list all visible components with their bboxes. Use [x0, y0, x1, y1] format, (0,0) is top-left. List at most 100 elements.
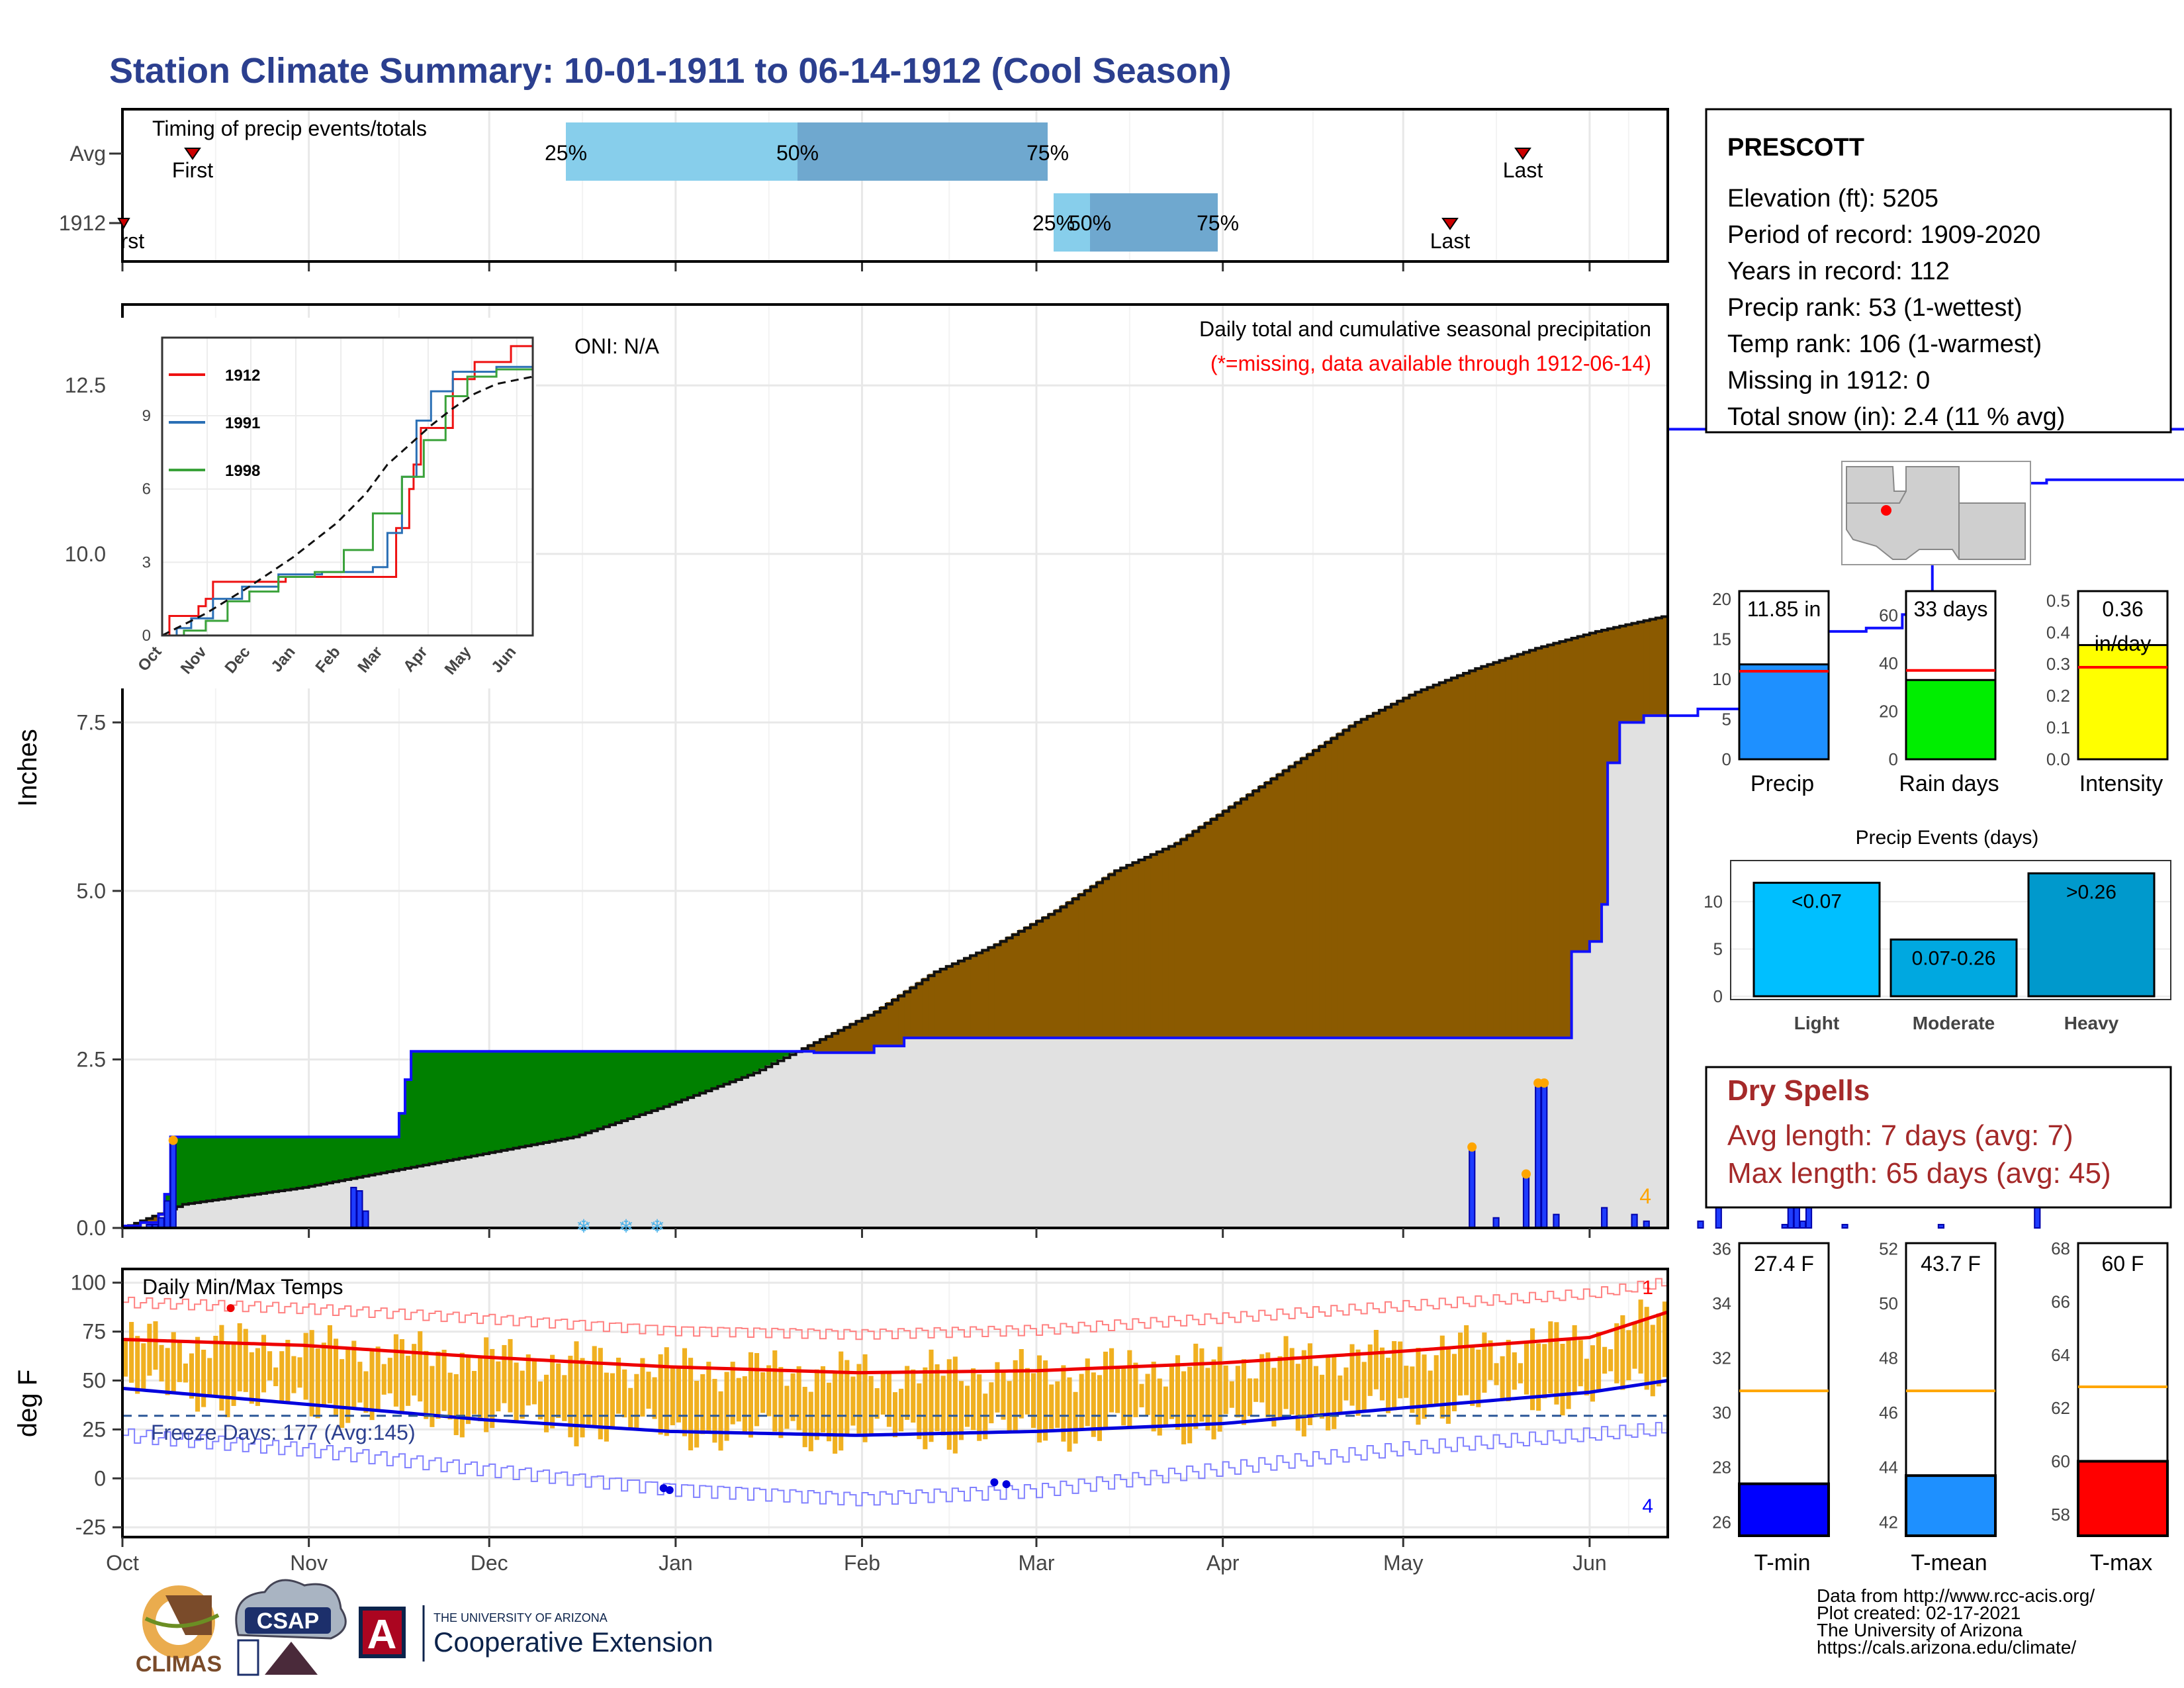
surplus-fill: [176, 1137, 183, 1206]
temp-bar-y-tick: 46: [1879, 1403, 1898, 1423]
daily-temp-range-bar: [628, 1387, 633, 1430]
deficit-fill: [1379, 708, 1386, 1038]
events-frame: [1730, 860, 2171, 1000]
summary-bar-label: Precip: [1751, 771, 1814, 796]
surplus-fill: [405, 1079, 412, 1168]
station-location-marker-icon: [1881, 505, 1891, 516]
events-bars: 0 5 10 <0.07 Light 0.07-0.26 Moderate >0.26 Heav…: [1704, 872, 2171, 1033]
daily-temp-range-bar: [892, 1392, 898, 1438]
daily-temp-range-bar: [375, 1346, 381, 1411]
deficit-fill: [1199, 825, 1206, 1038]
summary-bar-y-tick: 10: [1712, 669, 1731, 689]
deficit-fill: [1625, 624, 1633, 723]
daily-temp-range-bar: [688, 1358, 694, 1451]
deficit-fill: [862, 1017, 869, 1053]
precip-marks: [122, 428, 2184, 1229]
deficit-fill: [1102, 876, 1109, 1038]
temp-bar-y-tick: 68: [2051, 1239, 2070, 1258]
month-tick-label: Dec: [471, 1551, 508, 1575]
page-title: Station Climate Summary: 10-01-1911 to 0…: [109, 51, 1232, 91]
deficit-fill: [152, 1215, 159, 1223]
inset-y-tick-label: 9: [142, 407, 151, 425]
deficit-fill: [1271, 776, 1278, 1038]
daily-temp-range-bar: [796, 1366, 801, 1430]
deficit-fill: [1247, 793, 1253, 1038]
deficit-fill: [1283, 769, 1290, 1038]
events-bar: [1752, 882, 1881, 998]
surplus-fill: [723, 1051, 731, 1084]
daily-temp-range-bar: [977, 1374, 982, 1441]
daily-temp-range-bar: [1410, 1366, 1415, 1413]
daily-temp-range-bar: [1326, 1356, 1331, 1431]
deficit-fill: [922, 978, 929, 1038]
surplus-fill: [483, 1051, 490, 1154]
daily-temp-range-bar: [622, 1369, 627, 1418]
daily-temp-range-bar: [989, 1382, 994, 1424]
daily-temp-range-bar: [430, 1366, 435, 1427]
daily-temp-range-bar: [682, 1348, 688, 1436]
temp-bar-value: 27.4 F: [1754, 1252, 1814, 1276]
daily-temp-range-bar: [839, 1351, 844, 1451]
summary-bar-y-tick: 0.0: [2046, 749, 2070, 769]
daily-temp-range-bar: [784, 1385, 790, 1429]
surplus-fill: [351, 1137, 357, 1178]
surplus-fill: [573, 1051, 580, 1137]
daily-temp-range-bar: [255, 1348, 260, 1406]
daily-temp-range-bar: [453, 1374, 459, 1435]
deficit-fill: [1066, 901, 1073, 1038]
precip-y-tick-label: 10.0: [65, 542, 106, 566]
deficit-fill: [1511, 655, 1518, 1038]
deficit-fill: [1475, 667, 1482, 1038]
daily-precip-bar: [362, 1210, 369, 1229]
daily-temp-range-bar: [1248, 1378, 1253, 1417]
snow-icon: ❄: [576, 1216, 591, 1237]
timing-yr-first: First: [103, 229, 144, 253]
station-line: Temp rank: 106 (1-warmest): [1727, 330, 2042, 358]
deficit-fill: [1006, 936, 1013, 1038]
events-y-tick: 10: [1704, 892, 1723, 912]
deficit-fill: [1216, 813, 1224, 1038]
daily-temp-range-bar: [465, 1355, 471, 1425]
locator-map: [1841, 461, 2031, 565]
surplus-fill: [694, 1051, 700, 1095]
inset-avg-line: [161, 375, 533, 637]
deficit-fill: [1553, 642, 1561, 1038]
station-name: PRESCOTT: [1727, 134, 1864, 162]
deficit-fill: [1181, 837, 1187, 1038]
daily-temp-range-bar: [586, 1364, 591, 1425]
deficit-fill: [1433, 684, 1440, 1038]
deficit-fill: [1295, 761, 1302, 1038]
inset-y-tick-label: 3: [142, 553, 151, 571]
daily-temp-range-bar: [147, 1323, 152, 1376]
deficit-fill: [1277, 773, 1284, 1038]
temp-bar-y-tick: 48: [1879, 1348, 1898, 1368]
daily-temp-range-bar: [652, 1377, 657, 1419]
temp-bar-fill: [1905, 1474, 1997, 1538]
daily-temp-range-bar: [833, 1374, 838, 1454]
precip-y-tick-label: 12.5: [65, 373, 106, 397]
daily-temp-range-bar: [814, 1369, 819, 1440]
daily-temp-range-bar: [363, 1371, 369, 1413]
daily-temp-range-bar: [1133, 1362, 1138, 1417]
daily-temp-range-bar: [484, 1337, 489, 1432]
daily-temp-range-bar: [1355, 1349, 1361, 1416]
inset-y-tick-label: 0: [142, 627, 151, 645]
surplus-fill: [302, 1137, 310, 1188]
daily-temp-range-bar: [754, 1353, 760, 1427]
daily-temp-range-bar: [1139, 1383, 1144, 1407]
deficit-fill: [928, 974, 935, 1038]
month-tick-label: Apr: [1206, 1551, 1240, 1575]
surplus-fill: [242, 1137, 250, 1196]
deficit-fill: [1289, 765, 1296, 1038]
daily-temp-range-bar: [1554, 1322, 1559, 1405]
daily-temp-range-bar: [874, 1388, 880, 1419]
surplus-fill: [501, 1051, 508, 1150]
daily-temp-range-bar: [435, 1351, 441, 1419]
daily-precip-bar: [169, 1139, 177, 1229]
daily-precip-bar: [1799, 1220, 1807, 1229]
precip-y-tick-label: 7.5: [77, 710, 106, 734]
daily-temp-range-bar: [1169, 1364, 1174, 1419]
daily-temp-range-bar: [459, 1352, 465, 1438]
record-low-marker: [659, 1484, 668, 1493]
month-axis: Oct Nov Dec Jan Feb Mar Apr May Jun: [106, 1537, 1607, 1575]
